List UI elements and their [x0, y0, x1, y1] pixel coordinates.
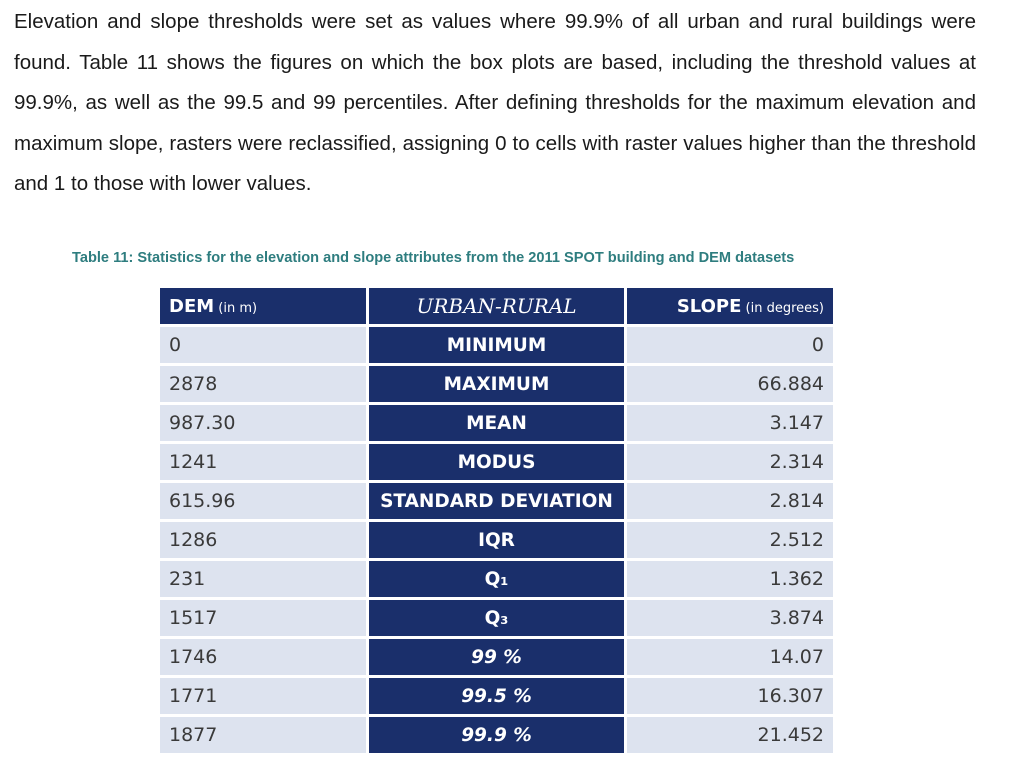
header-slope: SLOPE (in degrees)	[627, 288, 833, 324]
statistic-label-cell: MEAN	[369, 405, 624, 441]
dem-value-cell: 1746	[160, 639, 366, 675]
table-caption: Table 11: Statistics for the elevation a…	[72, 250, 795, 266]
table-row: 2878 MAXIMUM 66.884	[160, 366, 833, 402]
table-row: 1286 IQR 2.512	[160, 522, 833, 558]
table-row: 1746 99 % 14.07	[160, 639, 833, 675]
statistic-label-cell: MINIMUM	[369, 327, 624, 363]
slope-value-cell: 1.362	[627, 561, 833, 597]
table-body: 0 MINIMUM 0 2878 MAXIMUM 66.884 987.30 MEAN 3.14…	[160, 327, 833, 753]
dem-value-cell: 2878	[160, 366, 366, 402]
dem-value-cell: 1877	[160, 717, 366, 753]
dem-value-cell: 0	[160, 327, 366, 363]
slope-value-cell: 2.512	[627, 522, 833, 558]
slope-value-cell: 66.884	[627, 366, 833, 402]
dem-value-cell: 1771	[160, 678, 366, 714]
slope-value-cell: 3.147	[627, 405, 833, 441]
statistic-label-cell: 99.9 %	[369, 717, 624, 753]
dem-value-cell: 615.96	[160, 483, 366, 519]
statistic-label-cell: 99.5 %	[369, 678, 624, 714]
table-row: 1877 99.9 % 21.452	[160, 717, 833, 753]
dem-value-cell: 1241	[160, 444, 366, 480]
slope-value-cell: 14.07	[627, 639, 833, 675]
header-dem: DEM (in m)	[160, 288, 366, 324]
table-row: 0 MINIMUM 0	[160, 327, 833, 363]
dem-value-cell: 1286	[160, 522, 366, 558]
table-row: 231 Q₁ 1.362	[160, 561, 833, 597]
dem-value-cell: 231	[160, 561, 366, 597]
statistic-label-cell: MODUS	[369, 444, 624, 480]
slope-value-cell: 16.307	[627, 678, 833, 714]
statistic-label-cell: 99 %	[369, 639, 624, 675]
dem-value-cell: 987.30	[160, 405, 366, 441]
header-slope-label: SLOPE	[676, 295, 742, 317]
statistic-label-cell: Q₃	[369, 600, 624, 636]
dem-value-cell: 1517	[160, 600, 366, 636]
slope-value-cell: 2.814	[627, 483, 833, 519]
slope-value-cell: 3.874	[627, 600, 833, 636]
header-urban-rural: URBAN-RURAL	[369, 288, 624, 324]
slope-value-cell: 21.452	[627, 717, 833, 753]
statistic-label-cell: MAXIMUM	[369, 366, 624, 402]
slope-value-cell: 0	[627, 327, 833, 363]
statistics-table: DEM (in m) URBAN-RURAL SLOPE (in degrees…	[157, 285, 836, 756]
statistic-label-cell: IQR	[369, 522, 624, 558]
slope-value-cell: 2.314	[627, 444, 833, 480]
body-paragraph: Elevation and slope thresholds were set …	[14, 10, 976, 195]
table-row: 1517 Q₃ 3.874	[160, 600, 833, 636]
header-dem-unit: (in m)	[214, 300, 258, 316]
table-header-row: DEM (in m) URBAN-RURAL SLOPE (in degrees…	[160, 288, 833, 324]
table-row: 615.96 STANDARD DEVIATION 2.814	[160, 483, 833, 519]
table-row: 1771 99.5 % 16.307	[160, 678, 833, 714]
table-row: 987.30 MEAN 3.147	[160, 405, 833, 441]
statistic-label-cell: STANDARD DEVIATION	[369, 483, 624, 519]
table-row: 1241 MODUS 2.314	[160, 444, 833, 480]
statistic-label-cell: Q₁	[369, 561, 624, 597]
header-dem-label: DEM	[169, 295, 215, 317]
header-slope-unit: (in degrees)	[741, 300, 824, 316]
